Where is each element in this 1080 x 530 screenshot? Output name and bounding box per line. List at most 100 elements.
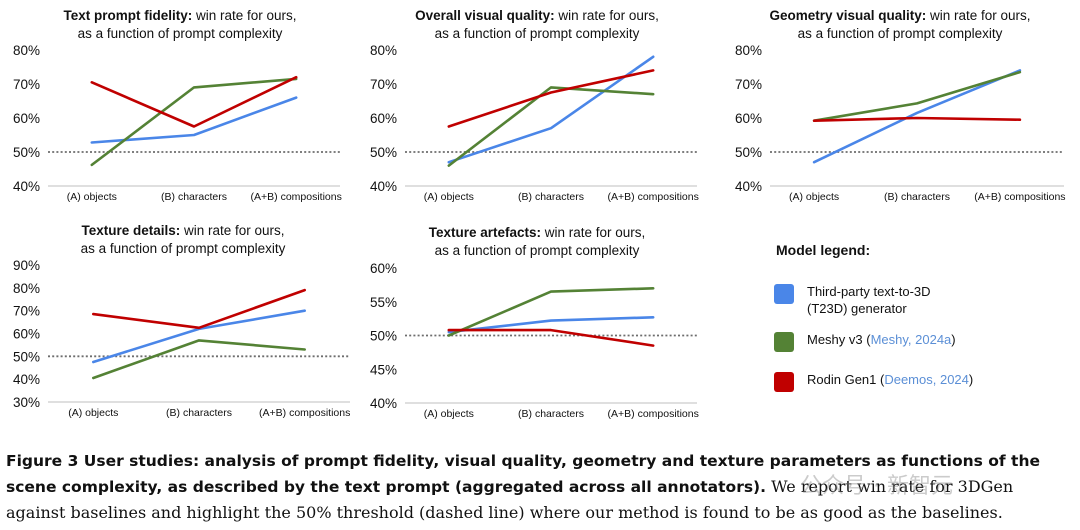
x-tick-label: (A+B) compositions bbox=[608, 408, 699, 420]
caption-rest: We report win rate for 3DGen against bas… bbox=[6, 477, 1014, 522]
x-tick-label: (A+B) compositions bbox=[974, 191, 1065, 203]
chart-title-rest: win rate for ours, bbox=[192, 8, 296, 23]
y-tick-label: 70% bbox=[735, 77, 762, 92]
y-tick-label: 70% bbox=[13, 304, 40, 319]
y-tick-label: 70% bbox=[13, 77, 40, 92]
chart-title: Geometry visual quality: win rate for ou… bbox=[769, 8, 1030, 23]
series-line-rodin bbox=[447, 328, 655, 347]
chart-1: Text prompt fidelity: win rate for ours,… bbox=[13, 8, 342, 203]
y-tick-label: 60% bbox=[735, 111, 762, 126]
legend-rodin-close: ) bbox=[968, 372, 974, 387]
y-tick-label: 50% bbox=[370, 145, 397, 160]
x-tick-label: (A+B) compositions bbox=[251, 191, 342, 203]
chart-title: Text prompt fidelity: win rate for ours, bbox=[63, 8, 296, 23]
legend-meshy-citation[interactable]: Meshy, 2024a bbox=[870, 332, 952, 347]
chart-4: Texture details: win rate for ours, as a … bbox=[13, 223, 350, 419]
y-tick-label: 50% bbox=[370, 329, 397, 344]
chart-title-rest: win rate for ours, bbox=[541, 225, 645, 240]
chart-title-bold: Text prompt fidelity: bbox=[63, 8, 192, 23]
x-tick-label: (A) objects bbox=[424, 408, 474, 420]
y-tick-label: 55% bbox=[370, 295, 397, 310]
y-tick-label: 50% bbox=[735, 145, 762, 160]
series-line-meshy bbox=[812, 70, 1022, 122]
y-tick-label: 80% bbox=[13, 281, 40, 296]
chart-title-bold: Geometry visual quality: bbox=[769, 8, 926, 23]
legend-meshy-close: ) bbox=[951, 332, 956, 347]
y-tick-label: 40% bbox=[13, 372, 40, 387]
chart-title: Texture details: win rate for ours, bbox=[81, 223, 284, 238]
series-line-t23d bbox=[447, 315, 655, 334]
chart-subtitle: as a function of prompt complexity bbox=[798, 26, 1003, 41]
y-tick-label: 80% bbox=[370, 43, 397, 58]
series-line-rodin bbox=[447, 69, 655, 128]
chart-subtitle: as a function of prompt complexity bbox=[435, 26, 640, 41]
caption-bold: Figure 3 User studies: analysis of promp… bbox=[6, 452, 1041, 496]
y-tick-label: 80% bbox=[13, 43, 40, 58]
y-tick-label: 70% bbox=[370, 77, 397, 92]
chart-5: Texture artefacts: win rate for ours, as … bbox=[370, 225, 699, 420]
series-line-t23d bbox=[90, 96, 298, 144]
x-tick-label: (A) objects bbox=[68, 407, 118, 419]
legend-title: Model legend: bbox=[776, 242, 871, 258]
series-line-t23d bbox=[812, 69, 1022, 164]
x-tick-label: (A+B) compositions bbox=[259, 407, 350, 419]
chart-title: Overall visual quality: win rate for our… bbox=[415, 8, 659, 23]
x-tick-label: (B) characters bbox=[884, 191, 950, 203]
legend-swatch-t23d bbox=[774, 284, 794, 304]
chart-title-bold: Texture details: bbox=[81, 223, 180, 238]
figure-caption: Figure 3 User studies: analysis of promp… bbox=[6, 448, 1076, 525]
x-tick-label: (B) characters bbox=[161, 191, 227, 203]
chart-title-rest: win rate for ours, bbox=[180, 223, 284, 238]
chart-2: Overall visual quality: win rate for our… bbox=[370, 8, 699, 203]
charts-svg: Text prompt fidelity: win rate for ours,… bbox=[13, 8, 1066, 420]
series-line-meshy bbox=[92, 339, 307, 380]
chart-title-rest: win rate for ours, bbox=[926, 8, 1030, 23]
y-tick-label: 60% bbox=[13, 327, 40, 342]
chart-title: Texture artefacts: win rate for ours, bbox=[429, 225, 646, 240]
x-tick-label: (A) objects bbox=[67, 191, 117, 203]
legend-item-meshy: Meshy v3 (Meshy, 2024a) bbox=[774, 331, 956, 352]
x-tick-label: (B) characters bbox=[518, 408, 584, 420]
y-tick-label: 60% bbox=[370, 111, 397, 126]
y-tick-label: 60% bbox=[13, 111, 40, 126]
legend-t23d-line1: Third-party text-to-3D bbox=[807, 284, 931, 299]
series-line-meshy bbox=[90, 77, 298, 167]
series-line-t23d bbox=[447, 55, 655, 164]
series-line-rodin bbox=[812, 116, 1022, 122]
x-tick-label: (A) objects bbox=[789, 191, 839, 203]
legend-label-meshy: Meshy v3 (Meshy, 2024a) bbox=[807, 331, 956, 348]
y-tick-label: 30% bbox=[13, 395, 40, 410]
series-line-meshy bbox=[447, 286, 655, 337]
chart-subtitle: as a function of prompt complexity bbox=[78, 26, 283, 41]
series-line-rodin bbox=[90, 75, 298, 128]
series-line-meshy bbox=[447, 86, 655, 167]
series-line-rodin bbox=[92, 288, 307, 330]
y-tick-label: 50% bbox=[13, 145, 40, 160]
y-tick-label: 60% bbox=[370, 261, 397, 276]
legend-t23d-line2: (T23D) generator bbox=[807, 301, 907, 316]
y-tick-label: 40% bbox=[370, 396, 397, 411]
y-tick-label: 45% bbox=[370, 362, 397, 377]
y-tick-label: 40% bbox=[13, 179, 40, 194]
x-tick-label: (B) characters bbox=[518, 191, 584, 203]
legend-rodin-citation[interactable]: Deemos, 2024 bbox=[884, 372, 969, 387]
y-tick-label: 90% bbox=[13, 258, 40, 273]
y-tick-label: 40% bbox=[370, 179, 397, 194]
x-tick-label: (B) characters bbox=[166, 407, 232, 419]
y-tick-label: 40% bbox=[735, 179, 762, 194]
y-tick-label: 50% bbox=[13, 349, 40, 364]
x-tick-label: (A) objects bbox=[424, 191, 474, 203]
chart-title-bold: Texture artefacts: bbox=[429, 225, 541, 240]
legend-label-t23d: Third-party text-to-3D (T23D) generator bbox=[807, 283, 931, 317]
chart-subtitle: as a function of prompt complexity bbox=[81, 241, 286, 256]
legend-swatch-meshy bbox=[774, 332, 794, 352]
legend-swatch-rodin bbox=[774, 372, 794, 392]
legend-rodin-name: Rodin Gen1 ( bbox=[807, 372, 885, 387]
legend-item-rodin: Rodin Gen1 (Deemos, 2024) bbox=[774, 371, 973, 392]
x-tick-label: (A+B) compositions bbox=[608, 191, 699, 203]
legend-item-t23d: Third-party text-to-3D (T23D) generator bbox=[774, 283, 931, 317]
chart-title-rest: win rate for ours, bbox=[555, 8, 659, 23]
chart-title-bold: Overall visual quality: bbox=[415, 8, 555, 23]
chart-subtitle: as a function of prompt complexity bbox=[435, 243, 640, 258]
legend-meshy-name: Meshy v3 ( bbox=[807, 332, 871, 347]
